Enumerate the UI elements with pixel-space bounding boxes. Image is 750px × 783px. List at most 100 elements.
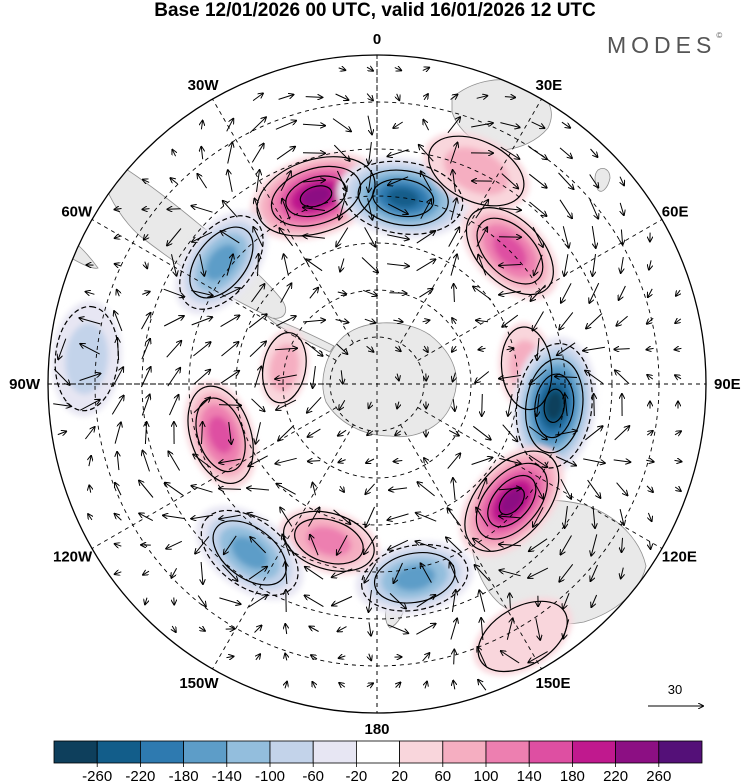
colorbar-tick-label: -140 bbox=[212, 768, 242, 783]
wind-arrow bbox=[506, 618, 512, 640]
colorbar-tick-label: -100 bbox=[255, 768, 285, 783]
anomaly-fill bbox=[208, 416, 234, 454]
wind-arrow bbox=[424, 94, 428, 101]
wind-arrow bbox=[620, 176, 624, 186]
wind-arrow bbox=[111, 396, 123, 415]
wind-arrow bbox=[308, 428, 321, 437]
wind-arrow bbox=[171, 567, 178, 578]
wind-arrow bbox=[115, 264, 122, 266]
contour-line bbox=[282, 510, 375, 572]
wind-arrow bbox=[338, 626, 347, 632]
wind-arrow bbox=[167, 209, 181, 210]
wind-arrow bbox=[447, 453, 461, 469]
wind-arrow bbox=[397, 373, 399, 381]
anomaly-fill bbox=[545, 391, 564, 421]
colorbar-swatch bbox=[485, 740, 530, 764]
colorbar-swatch bbox=[355, 740, 400, 764]
contour-line bbox=[500, 326, 553, 411]
wind-arrow bbox=[80, 344, 100, 355]
colorbar-swatch bbox=[312, 740, 357, 764]
wind-arrow bbox=[226, 119, 234, 132]
wind-arrow bbox=[335, 320, 349, 323]
wind-arrow bbox=[500, 146, 520, 159]
longitude-label: 120E bbox=[662, 549, 697, 566]
wind-arrow bbox=[420, 199, 431, 219]
wind-arrow bbox=[535, 618, 540, 640]
wind-arrow bbox=[499, 457, 520, 463]
wind-arrow bbox=[275, 457, 297, 463]
contour-line bbox=[189, 226, 254, 299]
wind-arrow bbox=[366, 459, 375, 463]
wind-arrow bbox=[115, 544, 122, 546]
wind-arrow bbox=[252, 93, 263, 102]
wind-arrow bbox=[220, 315, 240, 328]
wind-arrow bbox=[422, 68, 429, 71]
wind-arrow bbox=[528, 426, 547, 440]
colorbar-tick-label: -220 bbox=[125, 768, 155, 783]
wind-arrow bbox=[303, 236, 325, 238]
chart-title: Base 12/01/2026 00 UTC, valid 16/01/2026… bbox=[154, 0, 596, 21]
wind-arrow bbox=[305, 567, 324, 580]
wind-arrow bbox=[145, 261, 147, 269]
wind-arrow bbox=[532, 226, 543, 247]
wind-arrow bbox=[226, 254, 233, 276]
wind-arrow bbox=[193, 397, 210, 413]
wind-arrow bbox=[192, 486, 213, 493]
colorbar-swatch bbox=[615, 740, 660, 764]
wind-arrow bbox=[341, 370, 343, 383]
meridian-line bbox=[91, 219, 337, 361]
wind-arrow bbox=[306, 259, 323, 272]
wind-arrow bbox=[478, 255, 487, 276]
wind-arrow bbox=[477, 647, 488, 668]
wind-arrow bbox=[201, 121, 202, 130]
wind-arrow bbox=[307, 396, 322, 412]
wind-arrow bbox=[537, 394, 540, 416]
wind-arrow bbox=[528, 146, 547, 159]
colorbar-swatch bbox=[572, 740, 617, 764]
wind-arrow bbox=[417, 482, 435, 497]
wind-arrow bbox=[337, 535, 348, 554]
latitude-circle bbox=[188, 195, 566, 573]
wind-vectors bbox=[53, 67, 682, 691]
wind-arrow bbox=[501, 173, 518, 189]
wind-arrow bbox=[167, 228, 182, 246]
wind-arrow bbox=[305, 595, 324, 608]
wind-arrow bbox=[448, 429, 459, 435]
wind-arrow bbox=[394, 562, 403, 583]
wind-arrow bbox=[476, 320, 489, 321]
wind-arrow bbox=[475, 200, 488, 219]
wind-arrow bbox=[591, 534, 598, 555]
wind-arrow bbox=[310, 535, 319, 556]
wind-arrow bbox=[471, 458, 493, 465]
wind-arrow bbox=[369, 622, 371, 635]
wind-arrow bbox=[675, 348, 682, 349]
wind-arrow bbox=[228, 170, 233, 192]
wind-arrow bbox=[219, 514, 241, 519]
wind-arrow bbox=[589, 282, 600, 303]
wind-arrow bbox=[278, 425, 295, 440]
wind-arrow bbox=[478, 680, 487, 691]
wind-arrow bbox=[280, 283, 292, 303]
wind-arrow bbox=[453, 372, 456, 382]
wind-arrow bbox=[532, 479, 543, 498]
wind-arrow bbox=[339, 399, 346, 410]
wind-arrow bbox=[219, 489, 242, 490]
wind-arrow bbox=[199, 254, 205, 276]
wind-arrow bbox=[531, 121, 545, 128]
wind-arrow bbox=[276, 147, 295, 160]
wind-arrow bbox=[528, 651, 548, 663]
colorbar-swatch bbox=[442, 740, 487, 764]
wind-arrow bbox=[335, 93, 349, 100]
wind-arrow bbox=[302, 180, 325, 182]
wind-arrow bbox=[563, 593, 570, 609]
wind-arrow bbox=[499, 374, 521, 378]
wind-arrow bbox=[365, 483, 375, 494]
wind-arrow bbox=[499, 265, 522, 266]
wind-arrow bbox=[648, 512, 651, 521]
wind-arrow bbox=[364, 227, 376, 246]
wind-arrow bbox=[219, 288, 240, 299]
colorbar-tick-label: -260 bbox=[82, 768, 112, 783]
longitude-labels: 0 30E 60E 90E 120E 150E 180 150W 120W 90W 60W 30W bbox=[9, 31, 741, 738]
wind-arrow bbox=[587, 479, 601, 498]
colorbar-tick-label: -20 bbox=[346, 768, 368, 783]
